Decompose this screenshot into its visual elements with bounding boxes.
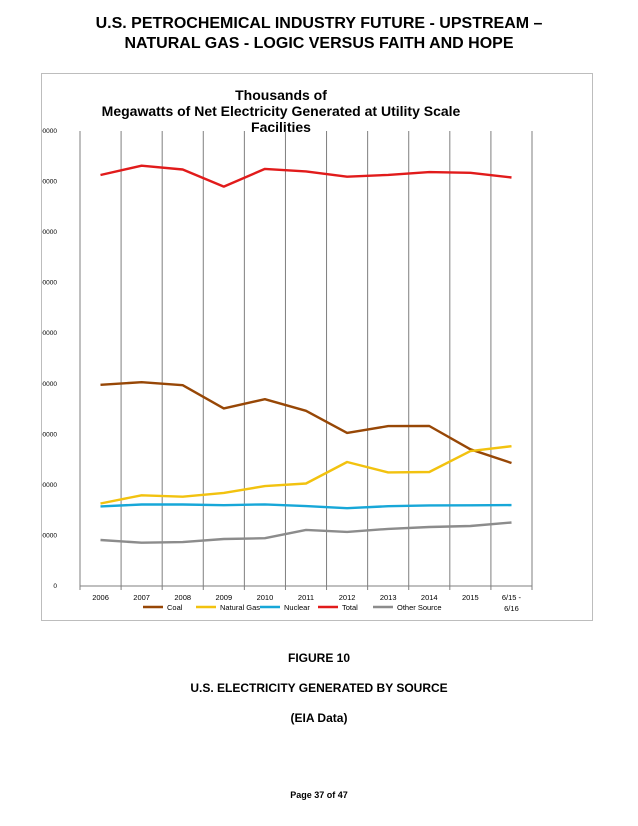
- figure-number: FIGURE 10: [287, 651, 350, 665]
- chart-title-line: Megawatts of Net Electricity Generated a…: [102, 103, 461, 119]
- x-tick-label-line: 2015: [462, 593, 479, 602]
- x-tick-label: 2012: [339, 593, 356, 602]
- x-tick-label-line: 2010: [257, 593, 274, 602]
- x-tick-label-line: 2011: [298, 593, 314, 602]
- x-tick-label-line: 2012: [339, 593, 356, 602]
- line-chart: Thousands of Megawatts of Net Electricity…: [42, 87, 533, 613]
- legend-label-nuclear: Nuclear: [284, 603, 310, 612]
- x-tick-label: 2008: [174, 593, 191, 602]
- x-tick-label: 2015: [462, 593, 479, 602]
- y-tick-label: 4500000: [42, 128, 57, 135]
- chart-title: Thousands of Megawatts of Net Electricity…: [102, 87, 461, 135]
- x-tick-label-line: 6/16: [504, 604, 519, 613]
- y-tick-label: 1000000: [42, 482, 57, 489]
- x-tick-label: 2014: [421, 593, 438, 602]
- x-tick-label: 2006: [92, 593, 109, 602]
- series-line-coal: [100, 381, 512, 465]
- chart-frame: Thousands of Megawatts of Net Electricity…: [41, 73, 593, 621]
- y-tick-label: 3000000: [42, 280, 57, 287]
- x-tick-label: 2011: [298, 593, 314, 602]
- y-tick-label: 2500000: [42, 330, 57, 337]
- x-tick-label-line: 2007: [133, 593, 150, 602]
- x-tick-label-line: 2006: [92, 593, 109, 602]
- chart-title-line: Facilities: [251, 119, 311, 135]
- x-tick-label-line: 2014: [421, 593, 438, 602]
- figure-source: (EIA Data): [290, 711, 348, 725]
- x-tick-label-line: 2009: [215, 593, 232, 602]
- document-title: U.S. PETROCHEMICAL INDUSTRY FUTURE - UPS…: [0, 14, 638, 54]
- x-tick-label-line: 2013: [380, 593, 397, 602]
- y-tick-label: 500000: [42, 532, 57, 539]
- y-tick-label: 0: [53, 583, 57, 590]
- y-tick-label: 3500000: [42, 229, 57, 236]
- x-tick-label: 2010: [257, 593, 274, 602]
- series-line-natural-gas: [100, 445, 512, 505]
- chart-title-line: Thousands of: [235, 87, 327, 103]
- document-title-line-1: U.S. PETROCHEMICAL INDUSTRY FUTURE - UPS…: [95, 15, 543, 32]
- legend-label-coal: Coal: [167, 603, 183, 612]
- y-tick-label: 2000000: [42, 381, 57, 388]
- x-tick-label-line: 6/15 -: [502, 593, 522, 602]
- x-tick-label: 2013: [380, 593, 397, 602]
- page-number: Page 37 of 47: [290, 790, 348, 800]
- series-line-other-source: [100, 521, 512, 544]
- y-tick-label: 1500000: [42, 431, 57, 438]
- x-tick-label: 2009: [215, 593, 232, 602]
- legend-label-other-source: Other Source: [397, 603, 442, 612]
- legend-label-total: Total: [342, 603, 358, 612]
- x-tick-label: 2007: [133, 593, 150, 602]
- x-tick-label: 6/15 - 6/16: [502, 593, 522, 613]
- x-tick-label-line: 2008: [174, 593, 191, 602]
- y-tick-label: 4000000: [42, 179, 57, 186]
- legend-label-natural-gas: Natural Gas: [220, 603, 260, 612]
- series-line-total: [100, 164, 512, 188]
- series-line-nuclear: [100, 503, 512, 510]
- figure-caption: U.S. ELECTRICITY GENERATED BY SOURCE: [190, 681, 448, 695]
- document-title-line-2: NATURAL GAS - LOGIC VERSUS FAITH AND HOP…: [124, 35, 514, 52]
